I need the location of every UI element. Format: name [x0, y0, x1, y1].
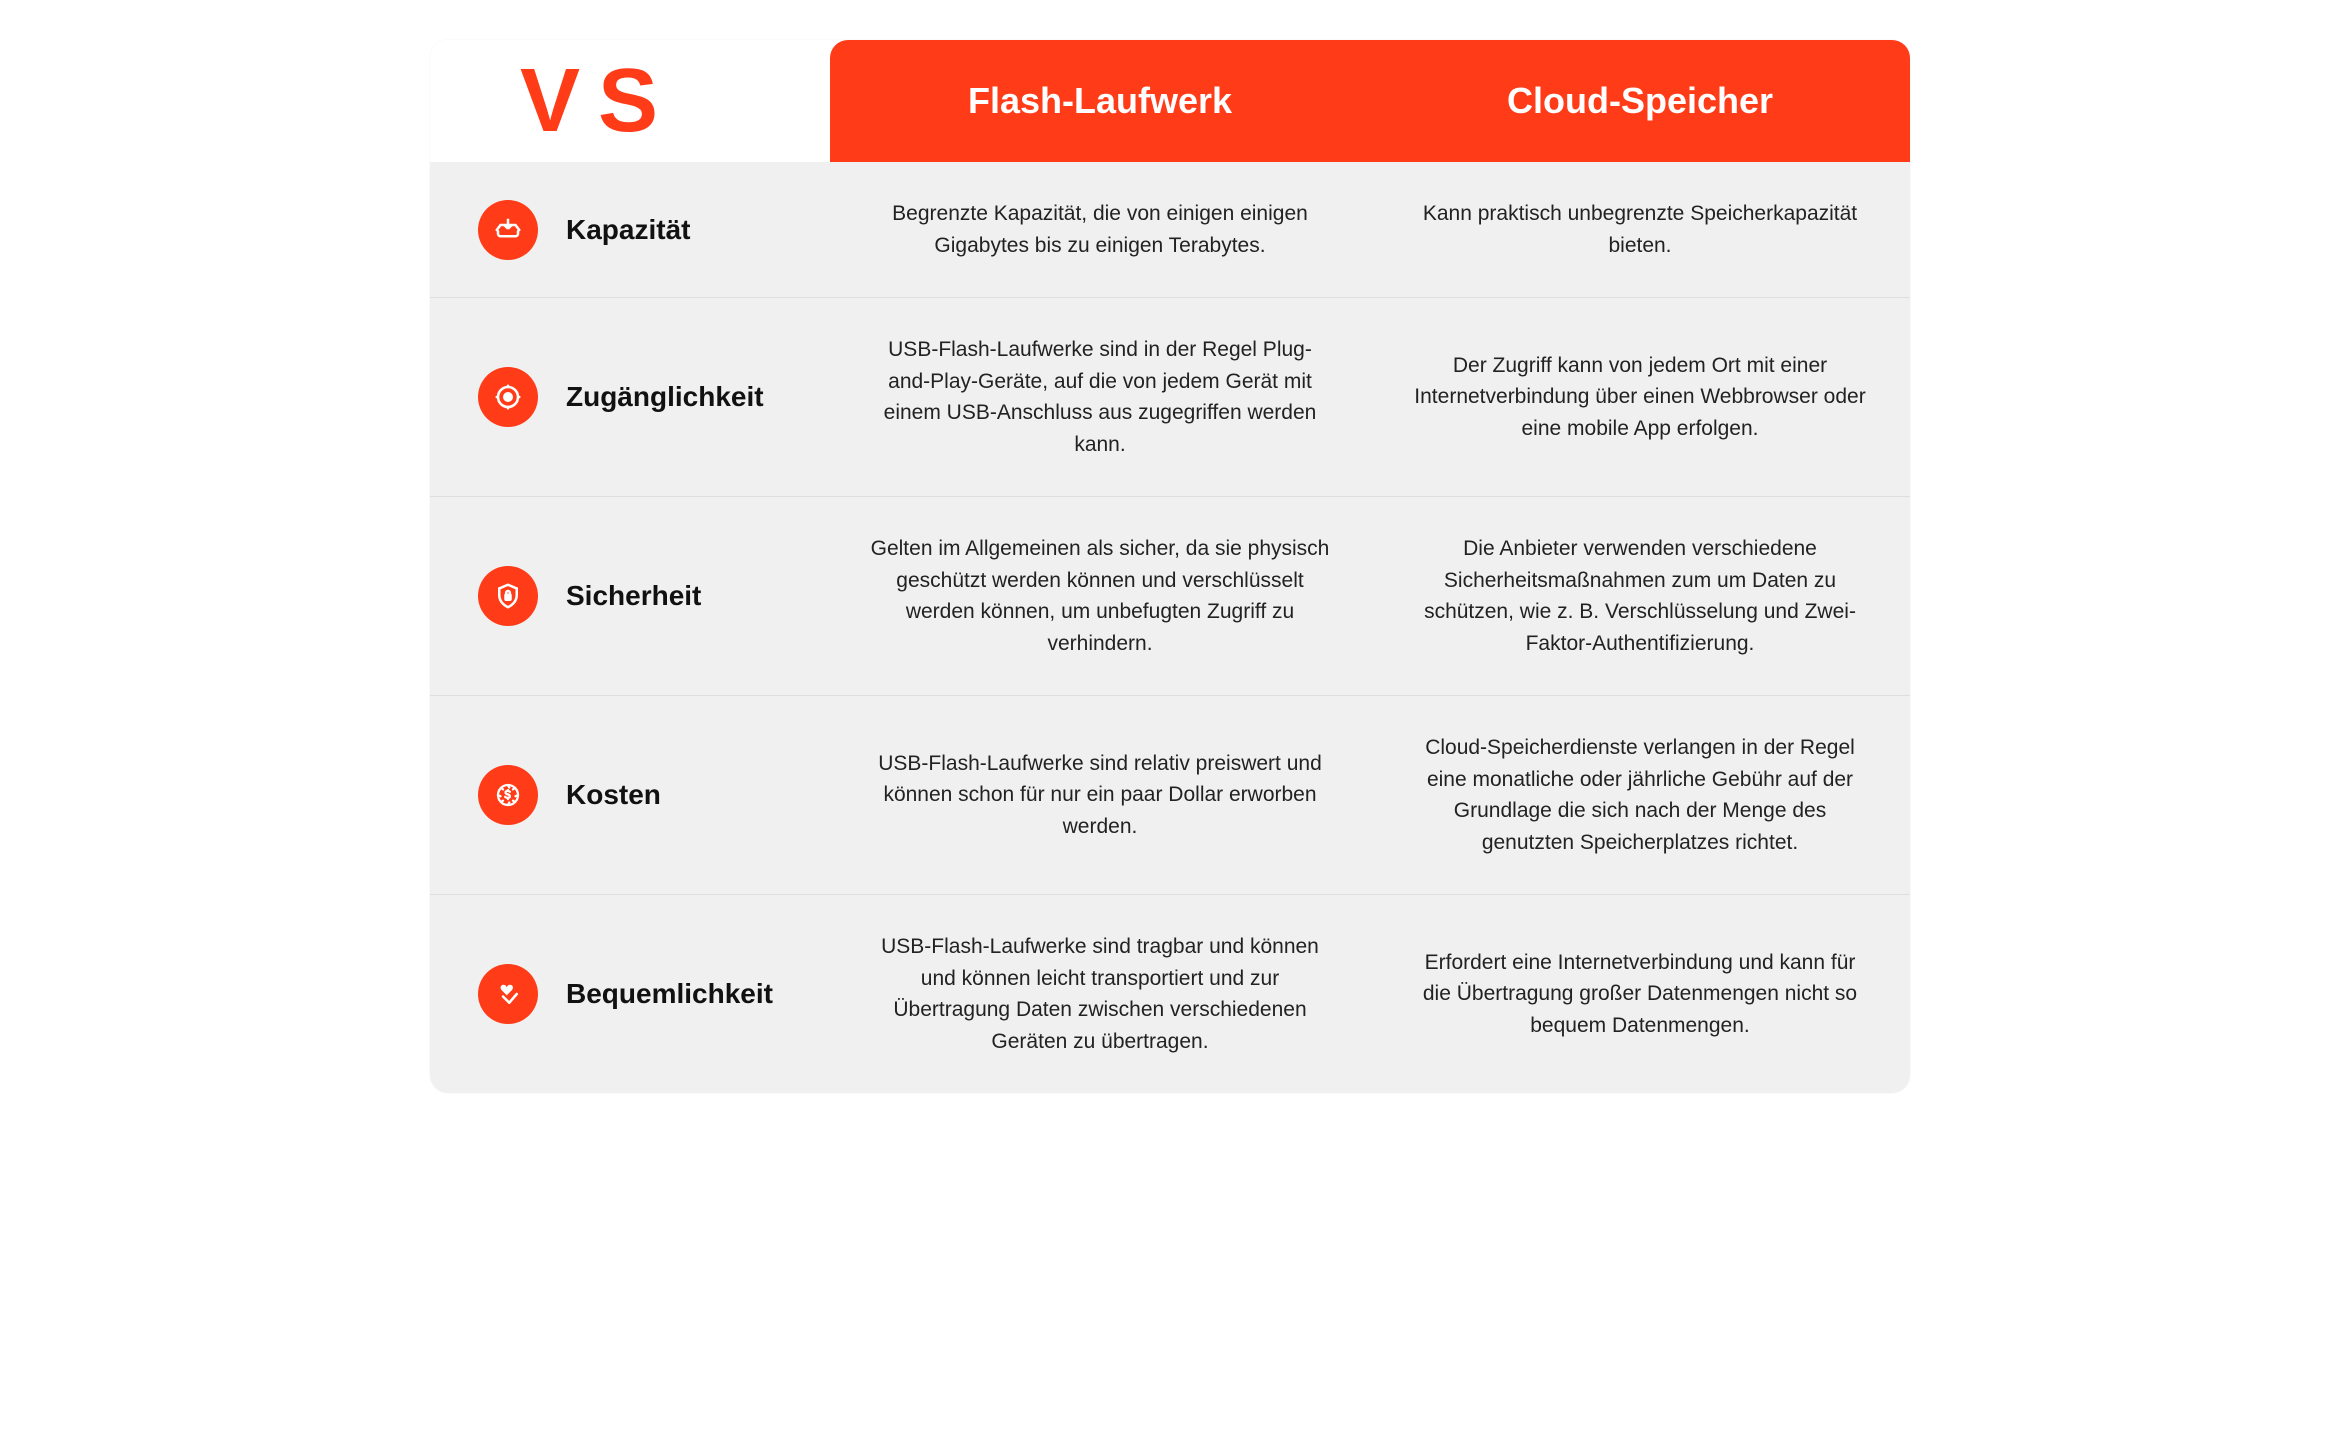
comparison-table: VS Flash-Laufwerk Cloud-Speicher Kapazit…	[430, 40, 1910, 1093]
vs-title: VS	[430, 40, 830, 162]
security-icon	[478, 566, 538, 626]
accessibility-icon	[478, 367, 538, 427]
row-label-cell: Bequemlichkeit	[430, 895, 830, 1093]
cost-icon	[478, 765, 538, 825]
row-label: Bequemlichkeit	[566, 978, 773, 1010]
cell-cloud: Erfordert eine Internetverbindung und ka…	[1370, 895, 1910, 1093]
row-label: Zugänglichkeit	[566, 381, 764, 413]
table-row: Kosten USB-Flash-Laufwerke sind relativ …	[430, 695, 1910, 894]
row-label-cell: Kapazität	[430, 162, 830, 297]
table-row: Zugänglichkeit USB-Flash-Laufwerke sind …	[430, 297, 1910, 496]
column-header-cloud: Cloud-Speicher	[1370, 40, 1910, 162]
cell-cloud: Der Zugriff kann von jedem Ort mit einer…	[1370, 298, 1910, 496]
cell-flash: USB-Flash-Laufwerke sind relativ preiswe…	[830, 696, 1370, 894]
header-row: VS Flash-Laufwerk Cloud-Speicher	[430, 40, 1910, 162]
cell-flash: USB-Flash-Laufwerke sind tragbar und kön…	[830, 895, 1370, 1093]
row-label: Kosten	[566, 779, 661, 811]
row-label: Sicherheit	[566, 580, 701, 612]
table-row: Sicherheit Gelten im Allgemeinen als sic…	[430, 496, 1910, 695]
row-label: Kapazität	[566, 214, 690, 246]
cell-flash: USB-Flash-Laufwerke sind in der Regel Pl…	[830, 298, 1370, 496]
cell-cloud: Die Anbieter verwenden verschiedene Sich…	[1370, 497, 1910, 695]
cell-flash: Begrenzte Kapazität, die von einigen ein…	[830, 162, 1370, 297]
cell-cloud: Kann praktisch unbegrenzte Speicherkapaz…	[1370, 162, 1910, 297]
table-body: Kapazität Begrenzte Kapazität, die von e…	[430, 162, 1910, 1093]
column-header-flash: Flash-Laufwerk	[830, 40, 1370, 162]
cell-flash: Gelten im Allgemeinen als sicher, da sie…	[830, 497, 1370, 695]
row-label-cell: Kosten	[430, 696, 830, 894]
cell-cloud: Cloud-Speicherdienste verlangen in der R…	[1370, 696, 1910, 894]
row-label-cell: Sicherheit	[430, 497, 830, 695]
table-row: Bequemlichkeit USB-Flash-Laufwerke sind …	[430, 894, 1910, 1093]
row-label-cell: Zugänglichkeit	[430, 298, 830, 496]
capacity-icon	[478, 200, 538, 260]
convenience-icon	[478, 964, 538, 1024]
table-row: Kapazität Begrenzte Kapazität, die von e…	[430, 162, 1910, 297]
